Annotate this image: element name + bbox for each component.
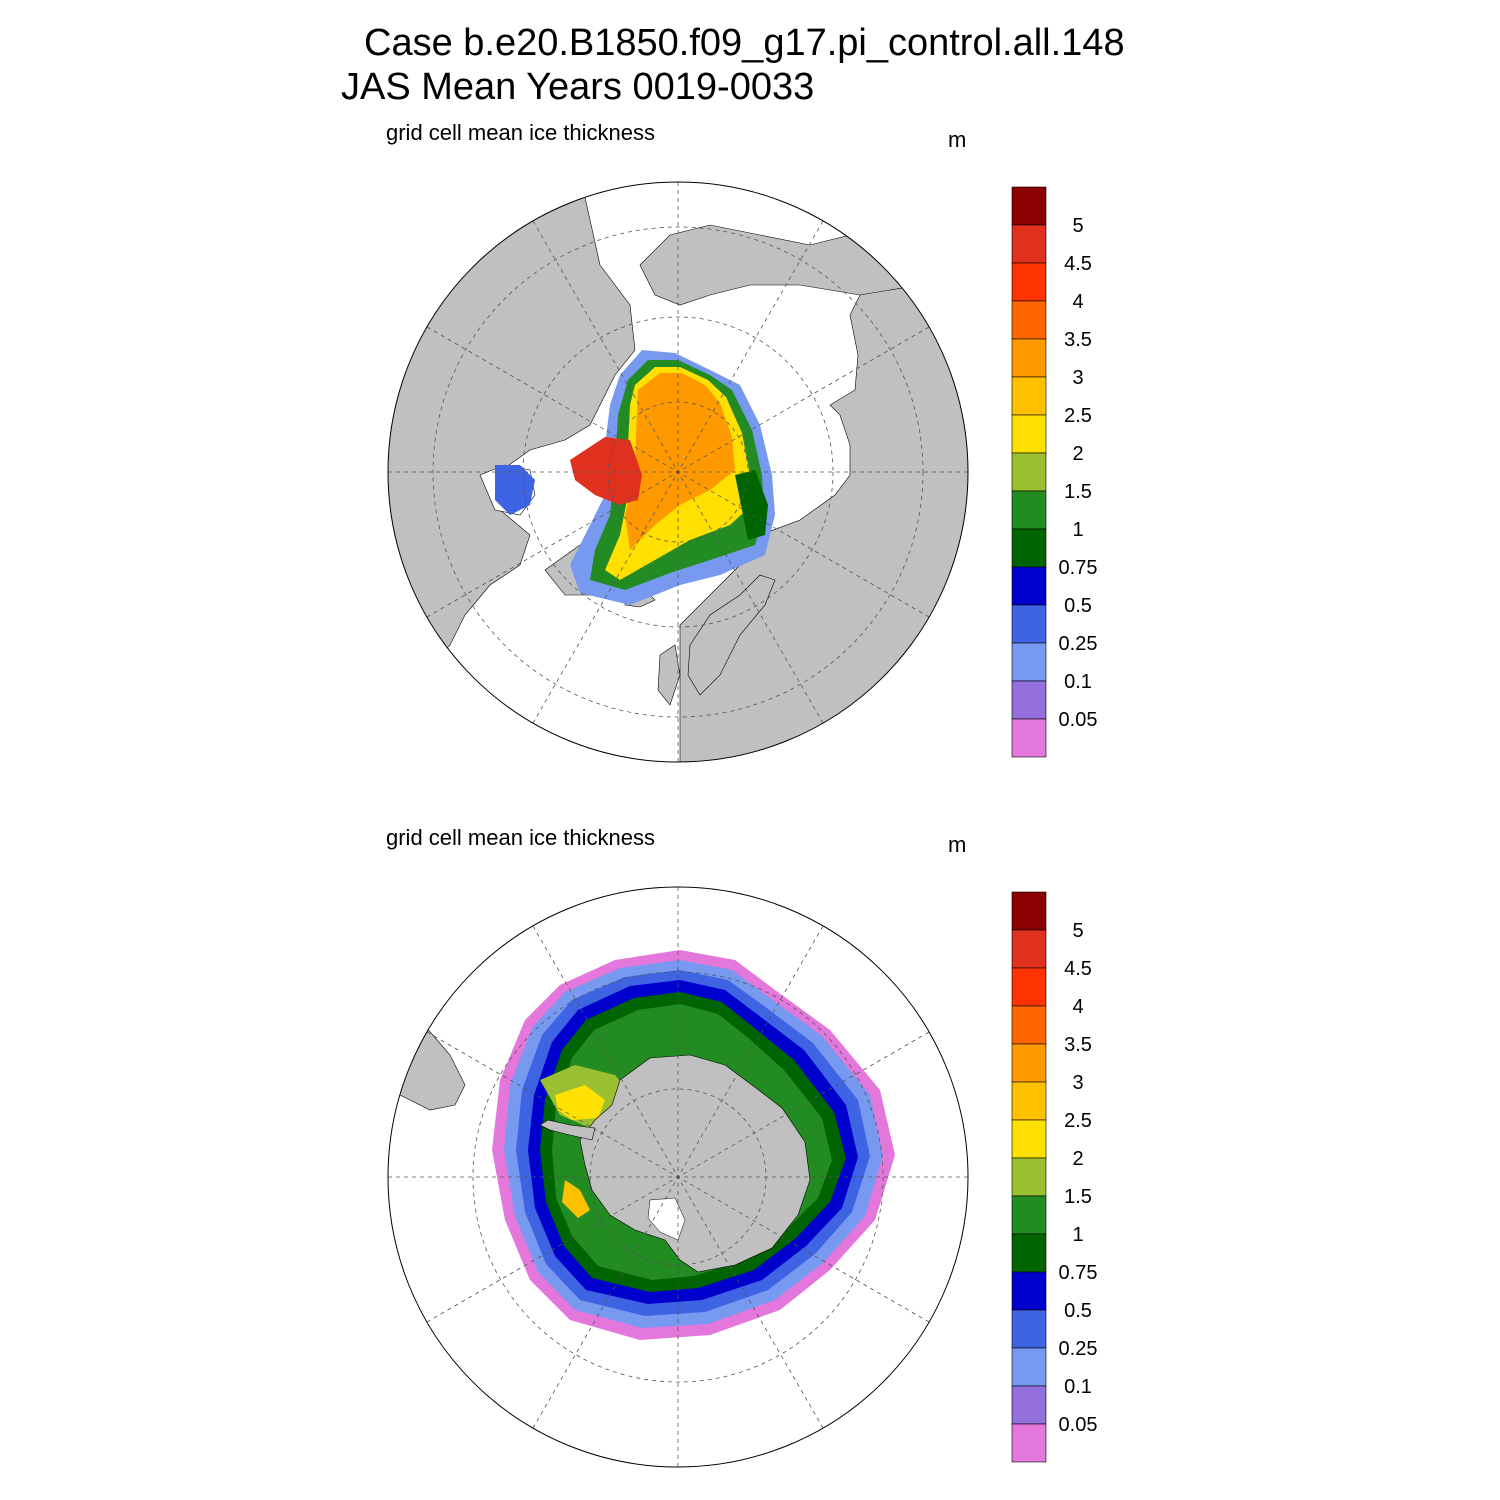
colorbar-box [1011, 680, 1047, 720]
colorbar-tick-label: 4.5 [1064, 253, 1092, 275]
colorbar-box [1011, 1195, 1047, 1235]
colorbar-tick-label: 1 [1072, 519, 1083, 541]
colorbar-box [1011, 490, 1047, 530]
colorbar-box [1011, 452, 1047, 492]
colorbar-tick-label: 0.75 [1059, 1262, 1098, 1284]
colorbar-tick-label: 0.5 [1064, 595, 1092, 617]
colorbar-tick-label: 0.1 [1064, 671, 1092, 693]
colorbar-tick-label: 0.25 [1059, 633, 1098, 655]
panel-nh-unit-label: m [948, 127, 967, 152]
nh-land-north-america [388, 182, 636, 696]
colorbar-box [1011, 1309, 1047, 1349]
nh-land-uk [657, 644, 681, 706]
sh-ice-weddell-yellow [555, 1085, 605, 1120]
panel-sh-unit-label: m [948, 832, 967, 857]
colorbar-tick-label: 3.5 [1064, 1034, 1092, 1056]
figure-title-case: Case b.e20.B1850.f09_g17.pi_control.all.… [364, 22, 1125, 64]
colorbar-tick-label: 3.5 [1064, 329, 1092, 351]
colorbar-box [1011, 414, 1047, 454]
colorbar-box [1011, 1157, 1047, 1197]
colorbar-tick-label: 3 [1072, 367, 1083, 389]
colorbar-box [1011, 718, 1047, 758]
colorbar-tick-label: 3 [1072, 1072, 1083, 1094]
colorbar-tick-label: 0.1 [1064, 1376, 1092, 1398]
colorbar-tick-label: 0.5 [1064, 1300, 1092, 1322]
colorbar-box [1011, 566, 1047, 606]
sh-ice-ross-yellow [562, 1180, 590, 1218]
south-polar-map [387, 886, 969, 1468]
colorbar-box [1011, 1423, 1047, 1463]
colorbar-box [1011, 528, 1047, 568]
colorbar-tick-label: 0.75 [1059, 557, 1098, 579]
nh-ice-red-ridge [570, 437, 642, 505]
colorbar-tick-label: 5 [1072, 920, 1083, 942]
colorbar-tick-label: 1 [1072, 1224, 1083, 1246]
colorbar-box [1011, 376, 1047, 416]
panel-sh-variable-label: grid cell mean ice thickness [386, 825, 656, 850]
colorbar-box [1011, 338, 1047, 378]
sh-colorbar: 5 4.5 4 3.5 3 2.5 2 1.5 1 0.75 0.5 0.25 0.1 0.05 [1011, 891, 1098, 1463]
sh-map-border [387, 886, 969, 1468]
colorbar-tick-label: 4.5 [1064, 958, 1092, 980]
colorbar-box [1011, 1233, 1047, 1273]
colorbar-box [1011, 1119, 1047, 1159]
colorbar-tick-label: 4 [1072, 291, 1083, 313]
sh-graticule [388, 887, 968, 1467]
colorbar-box [1011, 967, 1047, 1007]
colorbar-tick-label: 0.25 [1059, 1338, 1098, 1360]
colorbar-tick-label: 2.5 [1064, 1110, 1092, 1132]
nh-ice-baffin-blue [495, 465, 535, 515]
colorbar-box [1011, 300, 1047, 340]
colorbar-tick-label: 4 [1072, 996, 1083, 1018]
panel-nh-variable-label: grid cell mean ice thickness [386, 120, 656, 145]
colorbar-tick-label: 1.5 [1064, 481, 1092, 503]
colorbar-box [1011, 642, 1047, 682]
nh-ice-laptev-green [735, 470, 768, 540]
colorbar-box [1011, 186, 1047, 226]
colorbar-tick-label: 1.5 [1064, 1186, 1092, 1208]
colorbar-tick-label: 2 [1072, 443, 1083, 465]
colorbar-tick-label: 2.5 [1064, 405, 1092, 427]
colorbar-box [1011, 929, 1047, 969]
colorbar-box [1011, 1347, 1047, 1387]
colorbar-box [1011, 1385, 1047, 1425]
colorbar-box [1011, 891, 1047, 931]
sh-land-peninsula [539, 1119, 596, 1141]
colorbar-box [1011, 1043, 1047, 1083]
colorbar-box [1011, 262, 1047, 302]
nh-land-scandinavia [687, 574, 776, 696]
colorbar-tick-label: 0.05 [1059, 1414, 1098, 1436]
colorbar-tick-label: 2 [1072, 1148, 1083, 1170]
nh-colorbar: 5 4.5 4 3.5 3 2.5 2 1.5 1 0.75 0.5 0.25 0.1 0.05 [1011, 186, 1098, 758]
colorbar-tick-label: 0.05 [1059, 709, 1098, 731]
figure-title-period: JAS Mean Years 0019-0033 [341, 66, 815, 108]
colorbar-box [1011, 1271, 1047, 1311]
colorbar-box [1011, 1081, 1047, 1121]
nh-map-border [387, 181, 969, 763]
colorbar-box [1011, 604, 1047, 644]
colorbar-box [1011, 1005, 1047, 1045]
nh-ice-orange-core [625, 373, 735, 550]
colorbar-box [1011, 224, 1047, 264]
nh-graticule [388, 182, 968, 762]
north-polar-map [387, 181, 969, 763]
sh-land-antarctica [579, 1054, 811, 1273]
colorbar-tick-label: 5 [1072, 215, 1083, 237]
